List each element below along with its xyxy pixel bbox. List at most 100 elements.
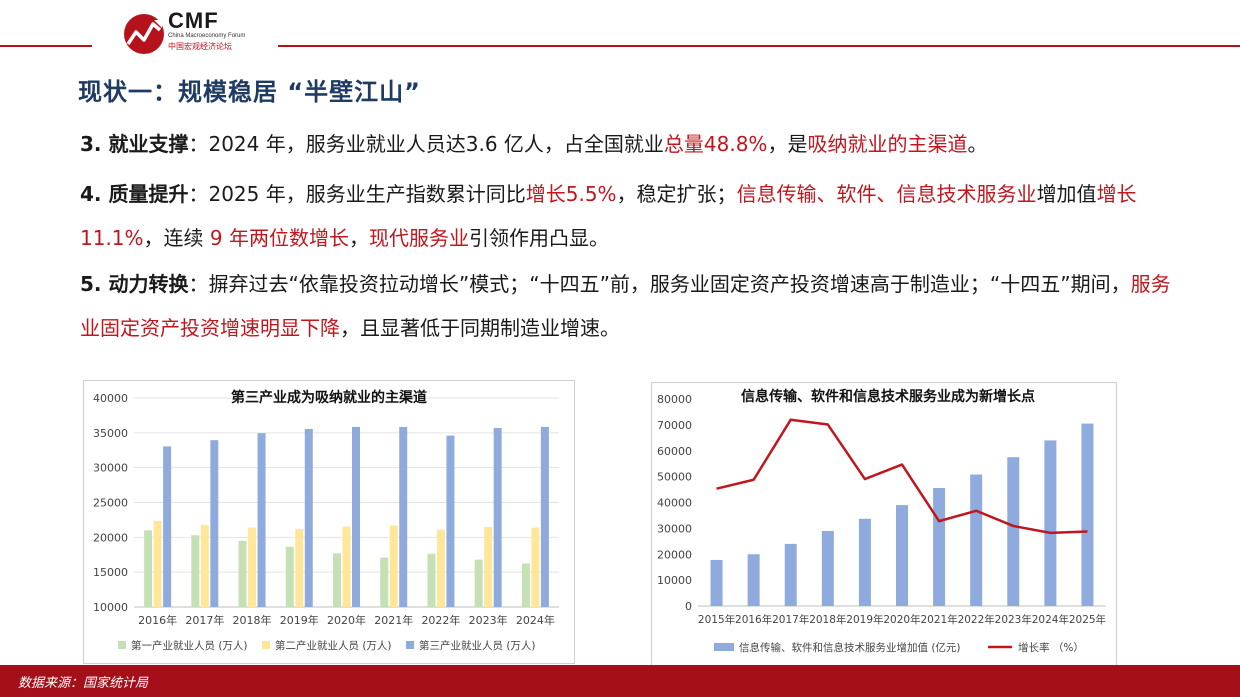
bar <box>191 535 200 607</box>
point-label: 3. 就业支撑 <box>80 132 189 156</box>
growth-rate-line <box>716 418 1088 535</box>
bar <box>333 553 341 607</box>
body-text: ，是 <box>767 132 808 156</box>
x-tick-label: 2024年 <box>516 613 555 627</box>
bar <box>540 426 549 607</box>
highlight-text: 增长11.1% <box>80 182 1137 250</box>
bar <box>163 446 172 607</box>
bar <box>248 527 257 607</box>
bar <box>521 563 530 607</box>
logo-title: CMF <box>168 8 219 33</box>
highlight-text: 总量48.8% <box>663 132 768 156</box>
point-transition: 5. 动力转换：摒弃过去“依靠投资拉动增长”模式；“十四五”前，服务业固定资产投… <box>80 262 1185 350</box>
bar <box>784 543 797 606</box>
body-text: 引领作用凸显。 <box>469 226 609 250</box>
x-tick-label: 2017年 <box>772 613 809 626</box>
x-tick-label: 2018年 <box>809 613 846 626</box>
bar <box>821 530 834 606</box>
bar <box>427 553 436 607</box>
bar <box>295 528 304 607</box>
bar <box>933 488 946 606</box>
x-tick-label: 2025年 <box>1069 613 1106 626</box>
x-tick-label: 2017年 <box>185 613 224 627</box>
x-tick-label: 2023年 <box>469 613 508 627</box>
bar <box>747 554 760 606</box>
y-left-tick-label: 30000 <box>657 522 692 535</box>
y-left-tick-label: 60000 <box>657 445 692 458</box>
body-text: 。 <box>967 132 988 156</box>
chart-employment-svg: 10000 15000 20000 25000 30000 35000 40000 2016年… <box>93 389 559 652</box>
y-tick-label: 15000 <box>93 566 128 579</box>
chart-title: 第三产业成为吸纳就业的主渠道 <box>231 389 427 406</box>
legend-label: 第二产业就业人员 (万人) <box>275 639 392 652</box>
bar <box>1007 457 1020 606</box>
chart-title: 信息传输、软件和信息技术服务业成为新增长点 <box>741 388 1035 405</box>
page-title: 现状一：规模稳居 “半壁江山” <box>78 78 421 106</box>
bar <box>285 546 294 607</box>
bar <box>238 540 247 607</box>
x-tick-label: 2019年 <box>846 613 883 626</box>
bar <box>493 427 502 607</box>
x-tick-label: 2018年 <box>233 613 272 627</box>
y-left-tick-label: 0 <box>685 600 692 613</box>
data-source-note: 数据来源：国家统计局 <box>18 676 149 691</box>
bar <box>970 474 983 606</box>
bar <box>474 559 483 607</box>
bar <box>380 557 389 607</box>
point-label: 5. 动力转换 <box>80 272 189 296</box>
bar <box>484 526 493 607</box>
bar <box>1081 423 1094 606</box>
bar <box>531 527 540 607</box>
x-tick-label: 2024年 <box>1032 613 1069 626</box>
bar <box>446 435 455 607</box>
bar <box>352 426 360 607</box>
point-quality: 4. 质量提升：2025 年，服务业生产指数累计同比增长5.5%，稳定扩张；信息… <box>80 172 1210 260</box>
body-text: ，稳定扩张； <box>616 182 737 206</box>
highlight-text: 现代服务业 <box>369 226 469 250</box>
y-tick-label: 30000 <box>93 462 128 475</box>
legend-swatch <box>406 641 414 649</box>
legend-label: 第一产业就业人员 (万人) <box>131 639 248 652</box>
legend-swatch <box>118 641 126 649</box>
logo-subtitle-en: China Macroeconomy Forum <box>168 33 246 39</box>
bar <box>210 440 219 607</box>
x-tick-label: 2016年 <box>138 613 177 627</box>
x-tick-label: 2021年 <box>374 613 413 627</box>
y-left-tick-label: 40000 <box>657 497 692 510</box>
x-tick-label: 2015年 <box>698 613 735 626</box>
bar <box>858 518 871 606</box>
chart-it-services: 0 10000 20000 30000 40000 50000 60000 70000 8000… <box>651 382 1132 666</box>
y-left-tick-label: 50000 <box>657 471 692 484</box>
x-tick-label: 2019年 <box>280 613 319 627</box>
bar <box>1044 440 1057 606</box>
y-tick-label: 10000 <box>93 601 128 614</box>
bar <box>436 529 445 607</box>
header-rule-right <box>278 45 1240 47</box>
x-tick-label: 2022年 <box>958 613 995 626</box>
cmf-logo-icon <box>120 10 270 60</box>
body-text: ，且显著低于同期制造业增速。 <box>340 316 620 340</box>
bar <box>710 559 723 606</box>
y-left-tick-label: 80000 <box>657 393 692 406</box>
bar <box>896 505 908 606</box>
y-tick-label: 25000 <box>93 497 128 510</box>
highlight-text: 9 年两位数增长 <box>209 226 349 250</box>
chart-it-services-svg: 0 10000 20000 30000 40000 50000 60000 70000 8000… <box>657 388 1132 654</box>
highlight-text: 信息传输、软件、信息技术服务业 <box>736 182 1037 206</box>
point-employment: 3. 就业支撑：2024 年，服务业就业人员达3.6 亿人，占全国就业总量48.… <box>80 122 1210 166</box>
bar <box>144 530 153 607</box>
body-text: ：2024 年，服务业就业人员达3.6 亿人，占全国就业 <box>188 132 664 156</box>
x-tick-label: 2021年 <box>920 613 957 626</box>
legend-label: 第三产业就业人员 (万人) <box>419 639 536 652</box>
highlight-text: 服务业固定资产投资增速明显下降 <box>80 272 1171 340</box>
body-text: ：摒弃过去“依靠投资拉动增长”模式；“十四五”前，服务业固定资产投资增速高于制造… <box>188 272 1131 296</box>
legend-swatch <box>714 643 734 651</box>
legend-swatch <box>262 641 270 649</box>
legend-label: 信息传输、软件和信息技术服务业增加值 (亿元) <box>739 641 961 654</box>
point-label: 4. 质量提升 <box>80 182 189 206</box>
highlight-text: 吸纳就业的主渠道 <box>807 132 968 156</box>
highlight-text: 增长5.5% <box>525 182 617 206</box>
chart-employment: 10000 15000 20000 25000 30000 35000 40000 2016年… <box>83 380 575 664</box>
y-tick-label: 40000 <box>93 392 128 405</box>
body-text: ：2025 年，服务业生产指数累计同比 <box>188 182 526 206</box>
